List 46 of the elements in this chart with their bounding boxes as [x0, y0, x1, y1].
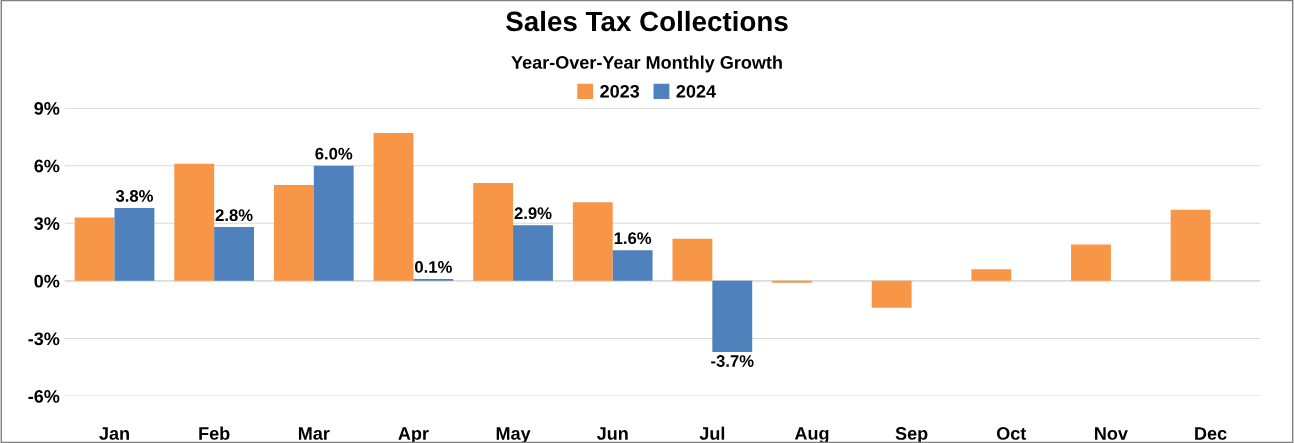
x-tick-label: Jul: [699, 426, 725, 440]
bar: [971, 269, 1012, 281]
y-tick-label: 3%: [34, 217, 60, 231]
x-tick-label: Apr: [398, 427, 429, 443]
bar: [174, 163, 215, 281]
data-label: 6.0%: [315, 147, 353, 160]
data-label: 2.9%: [514, 207, 552, 220]
bar: [572, 202, 613, 281]
bar: [273, 184, 314, 281]
bar: [1170, 209, 1211, 281]
legend-label: 2024: [676, 84, 716, 98]
y-tick-label: 6%: [34, 159, 60, 173]
x-tick-label: Sep: [895, 427, 928, 443]
x-tick-label: Feb: [199, 426, 230, 440]
bar: [712, 280, 753, 352]
bar: [612, 250, 653, 281]
y-tick-label: 9%: [34, 102, 60, 115]
x-tick-label: Jan: [99, 427, 129, 440]
bar: [871, 280, 912, 308]
bar: [1071, 244, 1111, 281]
y-tick-label: -3%: [28, 332, 60, 346]
data-label: 1.6%: [614, 232, 652, 245]
x-tick-label: Nov: [1095, 427, 1128, 440]
bar: [214, 227, 255, 281]
x-tick-label: May: [496, 427, 531, 443]
x-tick-label: Oct: [996, 427, 1027, 440]
x-tick-label: Dec: [1195, 427, 1227, 440]
data-label: 2.8%: [215, 209, 253, 222]
x-tick-label: Mar: [298, 427, 330, 440]
bar: [672, 238, 713, 281]
x-tick-label: Jun: [596, 427, 628, 440]
bar: [473, 182, 514, 281]
y-tick-label: 0%: [34, 274, 60, 288]
chart-title: Sales Tax Collections: [506, 10, 788, 32]
data-label: 0.1%: [415, 261, 452, 273]
bar: [114, 207, 155, 281]
bar: [313, 165, 354, 281]
chart-subtitle: Year-Over-Year Monthly Growth: [511, 55, 782, 73]
bar: [373, 133, 414, 281]
bar: [74, 217, 115, 281]
data-label: -3.7%: [711, 355, 754, 367]
y-tick-label: -6%: [28, 389, 60, 403]
bar: [513, 225, 553, 281]
data-label: 3.8%: [115, 190, 153, 202]
legend-label: 2023: [600, 84, 640, 98]
x-tick-label: Aug: [794, 427, 829, 443]
